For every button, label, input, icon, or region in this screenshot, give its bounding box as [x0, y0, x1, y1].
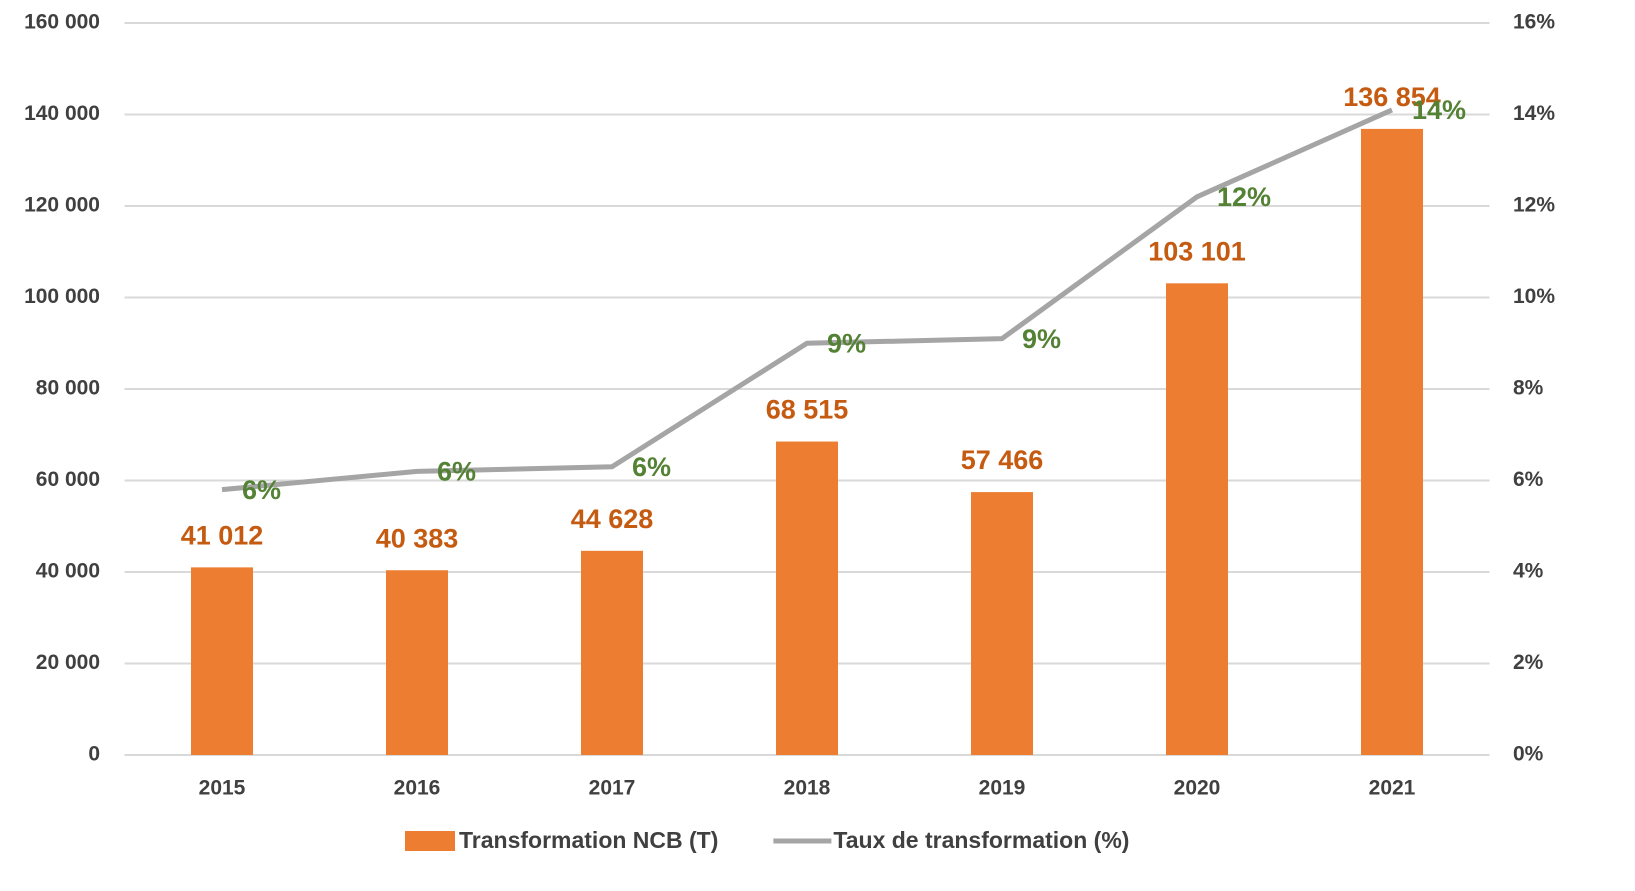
bar	[1166, 283, 1228, 755]
y2-tick-label: 6%	[1513, 468, 1544, 491]
y2-tick-label: 4%	[1513, 560, 1544, 583]
line-value-label: 14%	[1412, 95, 1466, 125]
bar-value-label: 68 515	[766, 395, 849, 425]
legend-label: Taux de transformation (%)	[833, 827, 1129, 853]
x-tick-label: 2021	[1369, 777, 1416, 800]
bar	[776, 441, 838, 755]
bar-value-label: 44 628	[571, 504, 654, 534]
y2-tick-label: 12%	[1513, 194, 1555, 217]
x-tick-label: 2019	[979, 777, 1026, 800]
y2-tick-label: 16%	[1513, 11, 1555, 34]
y2-tick-label: 10%	[1513, 285, 1555, 308]
x-tick-label: 2016	[394, 777, 441, 800]
y-tick-label: 100 000	[24, 285, 100, 308]
y-tick-label: 40 000	[36, 560, 100, 583]
bar	[386, 570, 448, 755]
line-value-label: 12%	[1217, 182, 1271, 212]
y2-tick-label: 14%	[1513, 102, 1555, 125]
bar-value-label: 41 012	[181, 520, 264, 550]
y-tick-label: 140 000	[24, 102, 100, 125]
x-tick-label: 2020	[1174, 777, 1221, 800]
line	[221, 107, 1394, 493]
line-value-label: 6%	[632, 452, 671, 482]
bar	[191, 567, 253, 755]
y2-tick-label: 0%	[1513, 743, 1544, 766]
bar	[581, 550, 643, 755]
bar-value-label: 136 854	[1343, 82, 1441, 112]
bar	[971, 492, 1033, 755]
line-value-label: 6%	[437, 456, 476, 486]
y-tick-label: 120 000	[24, 194, 100, 217]
bar-value-label: 57 466	[961, 445, 1044, 475]
y-tick-label: 0	[88, 743, 100, 766]
line-value-label: 9%	[1022, 324, 1061, 354]
legend-swatch	[405, 831, 455, 851]
y-tick-label: 160 000	[24, 11, 100, 34]
x-tick-label: 2015	[199, 777, 246, 800]
x-tick-label: 2018	[784, 777, 831, 800]
bar	[1361, 128, 1423, 755]
line-value-label: 9%	[827, 328, 866, 358]
y2-tick-label: 2%	[1513, 651, 1544, 674]
bar-value-label: 40 383	[376, 523, 459, 553]
line-value-label: 6%	[242, 475, 281, 505]
y-tick-label: 20 000	[36, 651, 100, 674]
y-tick-label: 80 000	[36, 377, 100, 400]
bar-value-label: 103 101	[1148, 236, 1246, 266]
x-tick-label: 2017	[589, 777, 636, 800]
legend-label: Transformation NCB (T)	[459, 827, 718, 853]
y2-tick-label: 8%	[1513, 377, 1544, 400]
y-tick-label: 60 000	[36, 468, 100, 491]
